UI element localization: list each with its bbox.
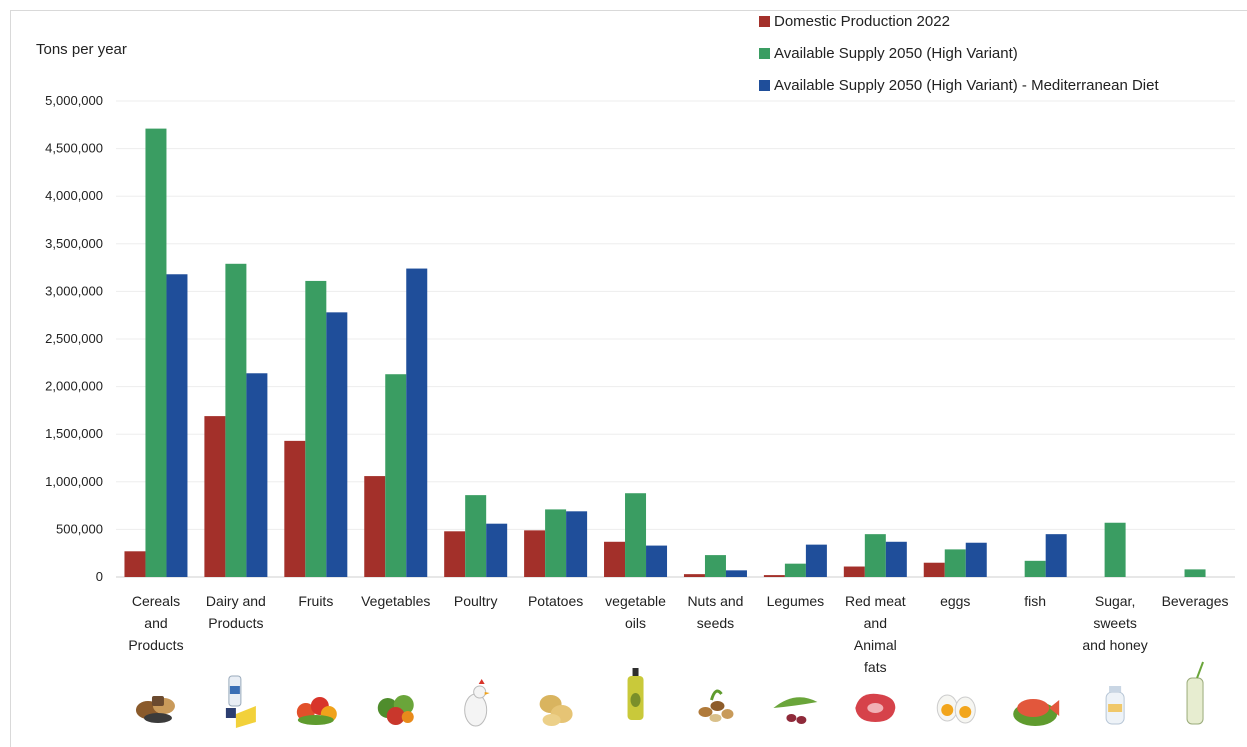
category-icons bbox=[135, 661, 1204, 728]
bar-supply-2050 bbox=[864, 534, 886, 577]
meat-icon bbox=[855, 693, 896, 722]
bar-mediterranean bbox=[166, 274, 188, 577]
bar-domestic bbox=[204, 416, 226, 577]
potatoes-icon bbox=[539, 695, 573, 726]
eggs-icon bbox=[936, 694, 976, 724]
bar-mediterranean bbox=[326, 312, 348, 577]
y-tick-label: 4,500,000 bbox=[45, 141, 103, 156]
bar-supply-2050 bbox=[625, 493, 647, 577]
bar-mediterranean bbox=[965, 542, 987, 577]
bar-domestic bbox=[364, 476, 386, 577]
category-label: Cereals and Products bbox=[128, 593, 183, 653]
bar-mediterranean bbox=[1045, 534, 1067, 577]
legend: Domestic Production 2022 Available Supply… bbox=[759, 13, 1159, 94]
bar-domestic bbox=[444, 531, 466, 577]
category-label: fish bbox=[1024, 593, 1046, 609]
bar-supply-2050 bbox=[465, 495, 487, 577]
bar-mediterranean bbox=[725, 570, 747, 577]
bar-supply-2050 bbox=[305, 280, 327, 577]
y-tick-label: 5,000,000 bbox=[45, 93, 103, 108]
category-label: Red meat and Animal fats bbox=[845, 593, 906, 675]
gridlines bbox=[116, 100, 1235, 578]
y-tick-label: 2,000,000 bbox=[45, 379, 103, 394]
y-tick-label: 2,500,000 bbox=[45, 331, 103, 346]
y-tick-label: 1,000,000 bbox=[45, 474, 103, 489]
y-tick-label: 3,000,000 bbox=[45, 283, 103, 298]
fruits-icon bbox=[296, 697, 337, 725]
bar-mediterranean bbox=[566, 511, 588, 577]
bar-supply-2050 bbox=[944, 549, 966, 577]
cereals-icon bbox=[135, 696, 175, 723]
bar-supply-2050 bbox=[1104, 522, 1126, 577]
sugar-icon bbox=[1105, 686, 1125, 725]
x-axis-labels: Cereals and Products Dairy and Products Fruit… bbox=[128, 593, 1228, 675]
vegetables-icon bbox=[377, 695, 414, 725]
nuts-icon bbox=[698, 689, 734, 722]
bar-supply-2050 bbox=[145, 128, 167, 577]
bar-supply-2050 bbox=[784, 563, 806, 577]
oil-icon bbox=[627, 668, 644, 720]
bar-supply-2050 bbox=[385, 374, 407, 577]
y-tick-label: 0 bbox=[96, 569, 103, 584]
bar-supply-2050 bbox=[1184, 569, 1206, 577]
y-axis-ticks: 0 500,000 1,000,000 1,500,000 2,000,000 2,500… bbox=[45, 93, 103, 584]
category-label: vegetable oils bbox=[605, 593, 666, 631]
bar-mediterranean bbox=[885, 541, 907, 577]
legend-label: Domestic Production 2022 bbox=[774, 13, 950, 30]
category-label: Beverages bbox=[1162, 593, 1229, 609]
bar-domestic bbox=[524, 530, 546, 577]
bar-mediterranean bbox=[246, 373, 268, 577]
bar-mediterranean bbox=[486, 523, 508, 577]
category-label: Potatoes bbox=[528, 593, 583, 609]
category-label: Vegetables bbox=[361, 593, 430, 609]
category-label: Fruits bbox=[298, 593, 333, 609]
bar-supply-2050 bbox=[225, 263, 247, 577]
bar-domestic bbox=[683, 574, 705, 577]
beverages-icon bbox=[1186, 661, 1204, 725]
bars bbox=[124, 128, 1206, 577]
legend-label: Available Supply 2050 (High Variant) - M… bbox=[774, 77, 1159, 94]
category-label: eggs bbox=[940, 593, 970, 609]
legend-swatch bbox=[759, 16, 770, 27]
y-axis-label: Tons per year bbox=[36, 41, 127, 58]
y-tick-label: 3,500,000 bbox=[45, 236, 103, 251]
bar-domestic bbox=[284, 440, 306, 577]
bar-mediterranean bbox=[646, 545, 668, 577]
category-label: Sugar, sweets and honey bbox=[1082, 593, 1147, 653]
bar-mediterranean bbox=[406, 268, 428, 577]
bar-domestic bbox=[843, 566, 865, 577]
category-label: Legumes bbox=[767, 593, 825, 609]
y-tick-label: 4,000,000 bbox=[45, 188, 103, 203]
y-tick-label: 500,000 bbox=[56, 521, 103, 536]
bar-supply-2050 bbox=[704, 555, 726, 577]
bar-domestic bbox=[604, 541, 626, 577]
poultry-icon bbox=[464, 679, 490, 727]
y-tick-label: 1,500,000 bbox=[45, 426, 103, 441]
legend-swatch bbox=[759, 48, 770, 59]
chart-frame bbox=[10, 10, 1247, 747]
category-label: Poultry bbox=[454, 593, 498, 609]
legumes-icon bbox=[773, 697, 818, 724]
bar-domestic bbox=[923, 562, 945, 577]
category-label: Dairy and Products bbox=[206, 593, 266, 631]
fish-icon bbox=[1013, 699, 1060, 726]
bar-domestic bbox=[763, 575, 785, 577]
bar-mediterranean bbox=[805, 544, 827, 577]
bar-supply-2050 bbox=[1024, 560, 1046, 577]
legend-swatch bbox=[759, 80, 770, 91]
category-label: Nuts and seeds bbox=[687, 593, 743, 631]
bar-domestic bbox=[124, 551, 146, 577]
bar-supply-2050 bbox=[545, 509, 567, 577]
dairy-icon bbox=[225, 675, 256, 728]
legend-label: Available Supply 2050 (High Variant) bbox=[774, 45, 1018, 62]
